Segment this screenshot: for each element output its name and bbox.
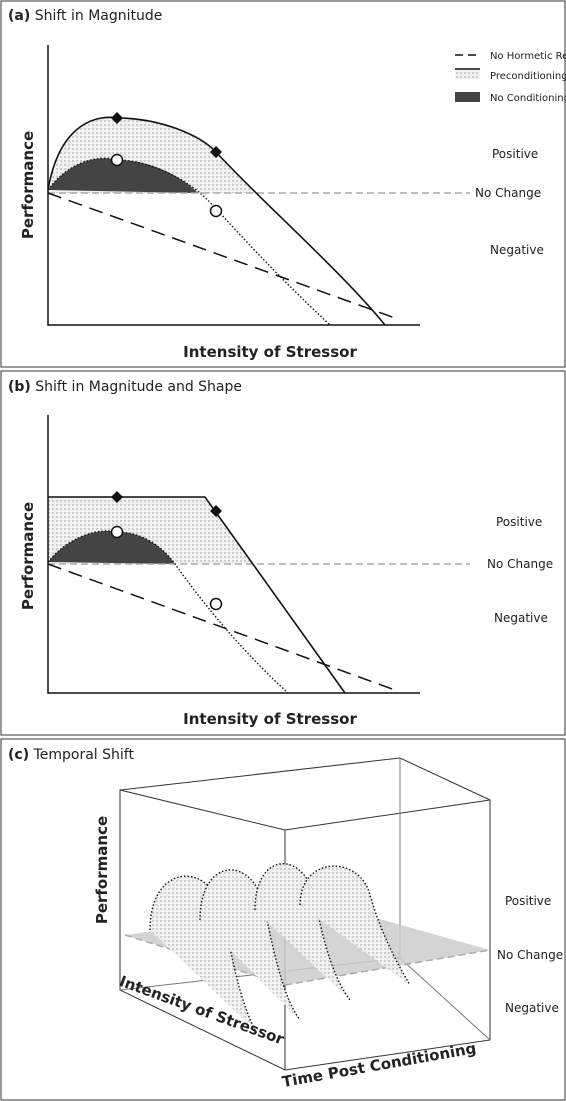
zone-label: No Change [497, 948, 563, 962]
preconditioning-curve [47, 116, 386, 326]
legend-swatch [455, 92, 480, 102]
panel-frame [0, 738, 566, 1101]
no-conditioning-area [48, 530, 175, 564]
x-axis-label: Intensity of Stressor [183, 710, 357, 728]
legend-label: No Hormetic Response [490, 51, 566, 62]
z-axis-label: Time Post Conditioning [281, 1039, 478, 1091]
no-conditioning-curve [47, 157, 331, 326]
zone-label: Negative [490, 243, 544, 257]
axes [47, 45, 420, 326]
zone-label: Positive [496, 515, 542, 529]
no-conditioning-curve [47, 530, 289, 694]
zone-label: No Change [475, 186, 541, 200]
panel-frame [0, 0, 566, 368]
legend-swatch [455, 69, 480, 79]
zone-label: Positive [492, 147, 538, 161]
panel-frame [0, 370, 566, 736]
panel-title: (c) Temporal Shift [8, 747, 134, 763]
no-hormetic-line [47, 563, 396, 691]
zone-label: Positive [505, 894, 551, 908]
zone-label: No Change [487, 557, 553, 571]
circle-marker [110, 153, 124, 167]
circle-marker [209, 597, 223, 611]
circle-marker [110, 525, 124, 539]
no-conditioning-area [48, 158, 198, 193]
zone-label: Negative [494, 611, 548, 625]
arches [149, 863, 411, 1031]
panel-title: (a) Shift in Magnitude [8, 8, 162, 24]
y-axis-label: Performance [19, 131, 37, 239]
panel-title: (b) Shift in Magnitude and Shape [8, 379, 242, 395]
x-axis-label: Intensity of Stressor [183, 343, 357, 361]
x-axis-label: Intensity of Stressor [117, 972, 287, 1049]
legend-label: No Conditioning [490, 93, 566, 104]
axes [47, 415, 420, 694]
no-hormetic-line [47, 192, 396, 319]
y-axis-label: Performance [93, 816, 111, 924]
zone-label: Negative [505, 1001, 559, 1015]
circle-marker [209, 204, 223, 218]
preconditioning-curve [48, 496, 346, 694]
y-axis-label: Performance [19, 502, 37, 610]
legend-label: Preconditioning [490, 71, 566, 82]
